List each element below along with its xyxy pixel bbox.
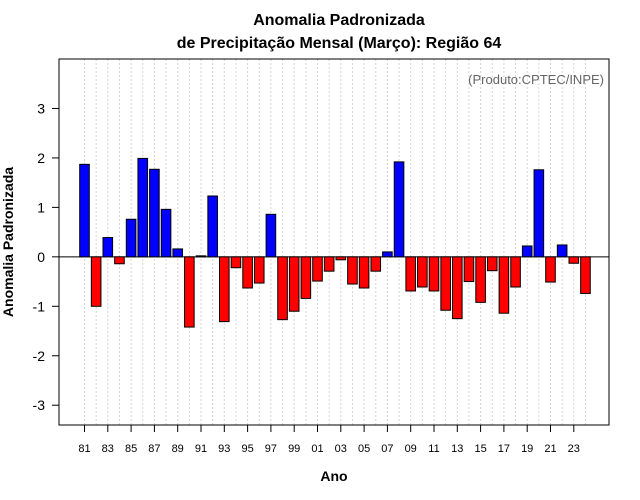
x-tick-label: 91 [195,443,207,455]
bar-95 [242,256,253,289]
bar-87 [149,168,160,258]
bar-83 [102,237,114,258]
bar-00 [300,256,312,299]
bar-91 [195,255,207,258]
x-axis: 81 83 85 87 89 91 93 95 97 99 01 03 05 07 09 11 13 15 17 19… [78,425,580,455]
bar-97 [265,213,277,258]
bar-84 [114,256,125,265]
bar-98 [277,256,288,321]
bar-99 [288,256,300,312]
bar-93 [219,256,230,323]
bar-14 [463,256,475,283]
y-axis: -3 -2 -1 0 1 2 3 [33,100,59,413]
x-tick-label: 83 [102,443,114,455]
x-tick-label: 01 [311,443,323,455]
x-tick-label: 17 [498,443,510,455]
bar-90 [184,256,195,328]
gridlines [84,59,586,425]
bar-22 [556,244,568,258]
bar-13 [452,256,463,320]
y-tick-label: 2 [37,150,45,166]
bar-15 [475,256,486,303]
credit-label: (Produto:CPTEC/INPE) [468,72,604,87]
bar-23 [568,256,580,264]
bar-10 [417,256,428,288]
bar-20 [533,169,545,258]
x-tick-label: 11 [428,443,439,455]
y-tick-label: 1 [37,199,45,215]
x-tick-label: 13 [451,443,463,455]
x-tick-label: 07 [381,443,393,455]
bar-89 [172,248,183,258]
y-axis-label: Anomalia Padronizada [0,167,16,317]
bar-07 [382,251,393,258]
x-tick-label: 81 [78,443,90,455]
y-tick-label: -2 [33,348,46,364]
bar-05 [358,256,370,289]
chart-title: Anomalia Padronizada [253,12,425,29]
x-tick-label: 95 [241,443,253,455]
bar-17 [498,256,510,314]
y-tick-label: 3 [37,100,45,116]
bar-19 [521,245,533,258]
bar-92 [207,195,218,258]
x-tick-label: 87 [148,443,160,455]
x-tick-label: 93 [218,443,230,455]
bar-12 [440,256,451,311]
bar-82 [90,256,102,307]
bar-86 [137,157,149,258]
x-tick-label: 97 [265,443,277,455]
x-tick-label: 03 [335,443,347,455]
bar-11 [428,256,440,292]
x-axis-label: Ano [320,468,347,484]
bar-81 [79,163,90,258]
bar-24 [580,256,591,294]
x-tick-label: 21 [544,443,556,455]
bar-85 [125,218,137,258]
bar-03 [335,256,347,261]
bar-21 [545,256,556,283]
bar-01 [312,256,323,282]
x-tick-label: 09 [405,443,417,455]
y-tick-label: -1 [33,298,46,314]
y-tick-label: -3 [33,397,46,413]
x-tick-label: 99 [288,443,300,455]
y-tick-label: 0 [37,249,45,265]
bar-18 [510,256,521,288]
bar-02 [323,256,335,272]
bar-04 [347,256,358,285]
bar-96 [253,256,265,284]
x-tick-label: 23 [568,443,580,455]
x-tick-label: 19 [521,443,533,455]
bar-88 [160,208,172,258]
bar-09 [405,256,416,292]
bar-16 [486,256,498,272]
bars [79,157,591,328]
bar-06 [370,256,382,272]
bar-94 [230,256,242,269]
x-tick-label: 05 [358,443,370,455]
x-tick-label: 85 [125,443,137,455]
x-tick-label: 89 [172,443,184,455]
plot-border [58,58,610,426]
x-tick-label: 15 [474,443,486,455]
bar-08 [393,161,405,258]
chart-subtitle: de Precipitação Mensal (Março): Região 6… [177,35,502,52]
